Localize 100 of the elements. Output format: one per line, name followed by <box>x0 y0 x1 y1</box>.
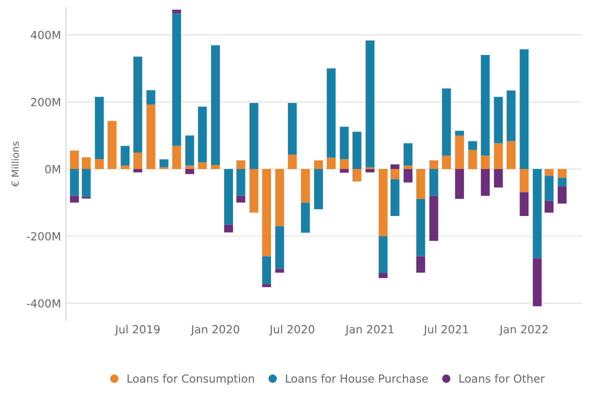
bar <box>429 169 438 196</box>
bar <box>480 169 490 196</box>
bar <box>82 169 91 197</box>
bar <box>314 169 323 210</box>
y-tick-label: 400M <box>30 30 60 40</box>
bar <box>416 256 426 273</box>
bar <box>442 88 451 156</box>
bar <box>172 13 182 146</box>
bar <box>558 178 567 186</box>
x-tick-label: Jul 2020 <box>269 324 314 336</box>
bar <box>120 146 130 166</box>
bar <box>416 198 426 256</box>
bar <box>185 169 194 174</box>
bar <box>133 56 142 153</box>
bar <box>494 169 503 188</box>
bar <box>172 146 182 170</box>
bar <box>378 236 388 274</box>
bar <box>352 132 362 170</box>
bar <box>506 90 516 142</box>
bar <box>532 169 542 258</box>
bar <box>249 102 258 170</box>
x-tick-label: Jul 2021 <box>423 324 468 336</box>
bar <box>340 169 349 173</box>
bar <box>480 54 490 156</box>
bar <box>108 121 116 170</box>
bar <box>544 200 554 213</box>
bar <box>455 135 464 170</box>
bar <box>236 196 246 203</box>
bar <box>429 196 438 241</box>
x-tick-label: Jul 2019 <box>114 324 160 336</box>
bar <box>70 196 79 203</box>
bar <box>185 166 194 170</box>
bar <box>160 159 168 168</box>
bar <box>262 256 272 284</box>
bar <box>70 150 79 170</box>
bar <box>558 186 567 204</box>
bar <box>494 96 503 144</box>
bar <box>198 106 207 162</box>
bar <box>133 152 142 170</box>
bar <box>185 135 194 166</box>
bar <box>120 166 130 170</box>
bar <box>378 273 388 278</box>
bar <box>532 258 542 306</box>
bar <box>340 159 349 170</box>
bar <box>300 169 310 203</box>
x-tick-label: Jan 2021 <box>344 325 394 336</box>
bar <box>262 284 272 288</box>
y-axis-title: € Millions <box>11 142 19 187</box>
bar <box>366 40 374 168</box>
x-tick-label: Jan 2022 <box>499 325 548 336</box>
bar <box>94 158 104 170</box>
bar <box>544 169 554 176</box>
bar <box>494 143 503 170</box>
bar <box>416 169 426 199</box>
bar <box>442 156 451 170</box>
bar <box>468 141 478 150</box>
bar <box>70 169 79 196</box>
bar <box>544 176 554 201</box>
bar <box>558 169 567 178</box>
bar <box>249 169 258 213</box>
bar <box>326 158 336 170</box>
bar <box>82 157 91 170</box>
bar <box>455 130 464 136</box>
bar <box>94 96 104 159</box>
bar <box>455 169 464 199</box>
bar <box>146 90 156 105</box>
bar <box>198 162 207 170</box>
bar <box>429 160 438 170</box>
bar <box>275 169 284 226</box>
bar <box>326 68 336 158</box>
bar <box>390 169 400 180</box>
y-tick-label: 0M <box>45 165 60 174</box>
bar <box>520 169 529 192</box>
bar <box>262 169 272 256</box>
bar <box>211 165 220 170</box>
bar <box>340 126 349 160</box>
bar <box>468 150 478 170</box>
bar <box>275 268 284 273</box>
bar <box>352 169 362 182</box>
bar <box>146 104 156 170</box>
bar <box>520 49 529 170</box>
bar <box>390 164 400 170</box>
bar <box>480 156 490 170</box>
bar <box>236 169 246 196</box>
bar <box>404 143 412 166</box>
x-tick-label: Jan 2020 <box>190 325 240 336</box>
bar <box>275 226 284 269</box>
bar <box>314 160 323 170</box>
y-tick-label: 200M <box>31 98 60 106</box>
bar <box>366 169 374 172</box>
legend-label: Loans for Consumption <box>128 374 254 385</box>
bar <box>288 102 297 155</box>
bar <box>288 154 297 170</box>
bar <box>506 141 516 170</box>
bar <box>404 166 412 170</box>
bar <box>172 10 182 14</box>
bar <box>224 169 234 225</box>
bar <box>133 169 142 172</box>
bar <box>236 160 246 170</box>
y-tick-label: -400M <box>26 299 60 308</box>
